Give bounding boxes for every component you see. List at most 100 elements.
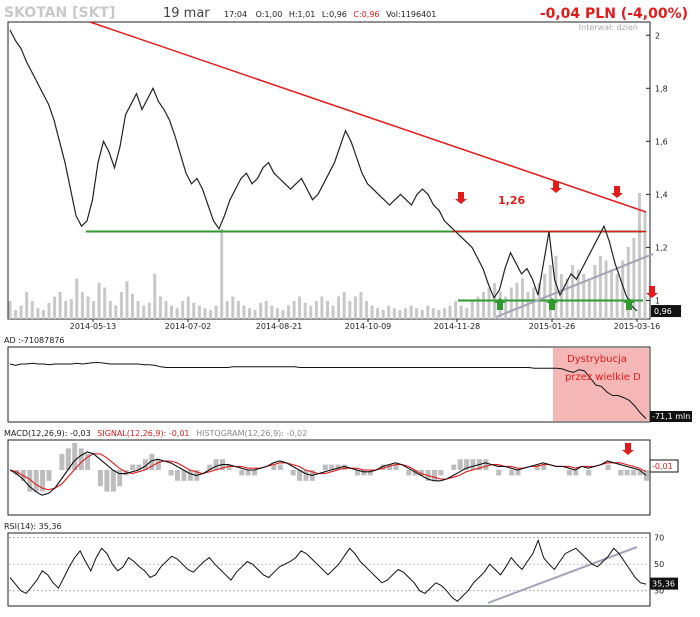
histogram-bar: [541, 464, 547, 470]
x-tick-label: 2014-08-21: [256, 322, 303, 331]
histogram-bar: [406, 470, 412, 476]
volume-bar: [64, 301, 68, 319]
volume-bar: [521, 278, 524, 319]
histogram-bar: [457, 459, 463, 470]
sell-arrow: [611, 186, 623, 198]
histogram-bar: [142, 459, 148, 470]
volume-bar: [398, 310, 402, 319]
macd-title: MACD(12,26,9): -0,03 SIGNAL(12,26,9): -0…: [4, 429, 307, 438]
histogram-bar: [573, 470, 579, 476]
histogram-bar: [631, 470, 637, 476]
volume-bar: [559, 274, 563, 319]
histogram-bar: [104, 470, 110, 492]
ad-last-box: [650, 411, 692, 422]
histogram-bar: [335, 464, 341, 470]
volume-bar: [309, 305, 313, 319]
histogram-bar: [354, 470, 360, 476]
histogram-title-part: HISTOGRAM(12,26,9): -0,02: [196, 429, 307, 438]
volume-bar: [86, 296, 90, 319]
volume-bar: [192, 302, 196, 319]
x-tick-label: 2014-05-13: [70, 322, 117, 331]
change-value: -0,04 PLN (-4,00%): [540, 6, 688, 22]
histogram-bar: [637, 470, 643, 476]
volume-bar: [25, 292, 29, 319]
volume-bar: [353, 296, 357, 319]
volume-bar: [610, 269, 614, 319]
histogram-bar: [65, 448, 71, 470]
volume-bar: [448, 305, 452, 319]
volume-bar: [136, 301, 140, 319]
y-tick-label: 1,2: [655, 243, 668, 252]
histogram-bar: [464, 459, 470, 470]
price-panel: 1,26 2 1,8 1,6 1,4 1,2 1 0,96 2014-05-13 2014-07-…: [8, 21, 681, 331]
histogram-bar: [644, 470, 649, 481]
uptrend-line: [495, 253, 654, 318]
histogram-bar: [40, 470, 46, 492]
volume-bar: [370, 305, 374, 319]
y-tick-label: 1,8: [655, 84, 668, 93]
histogram-bar: [451, 464, 457, 470]
volume-bar: [532, 287, 536, 319]
x-tick-label: 2015-01-26: [529, 322, 576, 331]
ad-panel: Dystrybucja przez wielkie D -71,1 mln: [9, 348, 692, 422]
volume-bar: [487, 287, 491, 319]
volume-bar: [158, 296, 162, 319]
histogram-bar: [534, 464, 540, 470]
volume-bar: [643, 211, 647, 319]
volume-bar: [220, 229, 224, 319]
volume-bar: [53, 296, 57, 319]
volume-bar: [58, 292, 62, 319]
volume-value: 1196401: [401, 10, 437, 19]
histogram-bar: [117, 470, 123, 487]
volume-bar: [303, 302, 307, 319]
signal-title-part: SIGNAL(12,26,9): -0,01: [97, 429, 189, 438]
macd-sell-arrow: [622, 443, 634, 455]
histogram-bar: [509, 470, 515, 476]
histogram-bar: [342, 464, 348, 470]
volume-bar: [632, 238, 636, 319]
interval-label: Interwał: dzień: [579, 23, 638, 32]
macd-last-box: [649, 459, 679, 473]
y-tick-label: 1,6: [655, 137, 668, 146]
volume-bar: [554, 256, 558, 319]
histogram-bar: [322, 464, 328, 470]
histogram-bar: [175, 470, 180, 481]
histogram-bar: [496, 470, 502, 476]
macd-panel: -0,01: [9, 443, 679, 496]
histogram-bar: [97, 470, 103, 487]
volume-bar: [236, 301, 240, 319]
histogram-bar: [136, 464, 142, 470]
x-tick-label: 2014-10-09: [345, 322, 392, 331]
volume-bar: [14, 310, 18, 319]
histogram-bar: [432, 470, 437, 481]
volume-bar: [164, 301, 168, 319]
volume-bar: [125, 281, 129, 319]
volume-bar: [582, 274, 586, 319]
histogram-bar: [46, 470, 52, 481]
volume-bar: [571, 265, 575, 319]
volume-bar: [359, 292, 363, 319]
histogram-bar: [329, 464, 335, 470]
macd-title-part: MACD(12,26,9): -0,03: [4, 429, 91, 438]
volume-bar: [69, 299, 73, 319]
rsi-panel-frame: [7, 532, 651, 607]
volume-bar: [526, 292, 530, 319]
volume-bar: [482, 292, 485, 319]
volume-bar: [248, 308, 251, 319]
histogram-bar: [605, 464, 611, 470]
low-value: 0,96: [329, 10, 347, 19]
histogram-bar: [438, 470, 444, 476]
volume-bar: [326, 301, 329, 319]
volume-bar: [119, 292, 123, 319]
volume-bar: [387, 305, 391, 319]
buy-arrow: [546, 298, 558, 310]
volume-bar: [80, 292, 84, 319]
volume-bar: [36, 308, 40, 319]
volume-bar: [242, 305, 246, 319]
buy-arrow: [623, 298, 635, 310]
high-label: H:: [289, 10, 298, 19]
volume-bar: [454, 301, 458, 319]
volume-bar: [314, 301, 318, 319]
histogram-bar: [226, 464, 232, 470]
close-value: 0,96: [362, 10, 380, 19]
